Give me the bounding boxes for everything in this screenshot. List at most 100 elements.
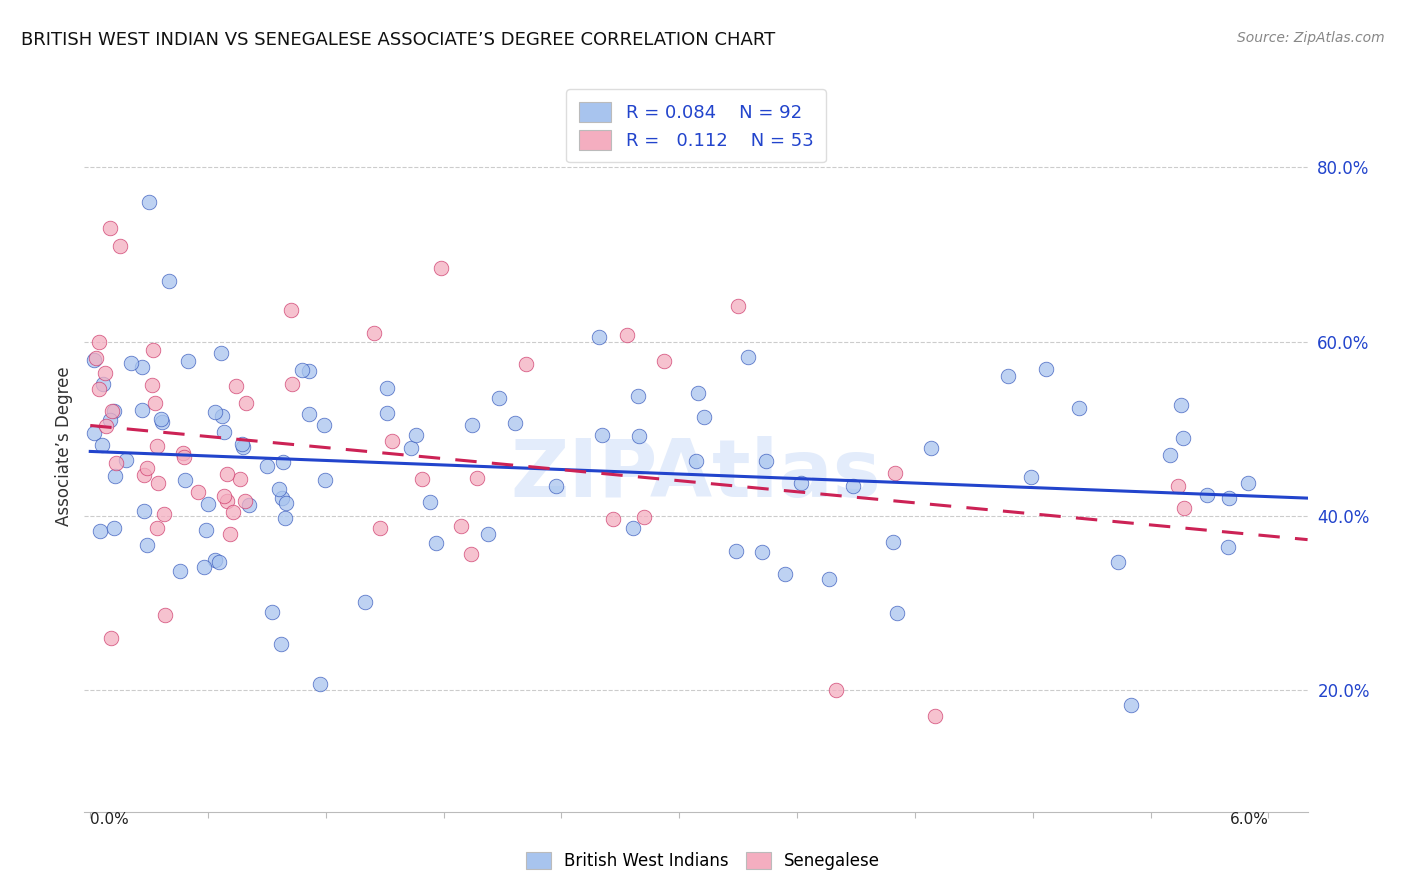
Point — [232, 441, 254, 455]
Point — [377, 406, 399, 420]
Point — [727, 299, 749, 313]
Point — [884, 466, 907, 480]
Point — [460, 547, 482, 561]
Point — [280, 302, 302, 317]
Point — [153, 507, 176, 521]
Point — [215, 494, 238, 508]
Point — [187, 485, 209, 500]
Point — [262, 605, 284, 619]
Point — [652, 354, 675, 368]
Legend: R = 0.084    N = 92, R =   0.112    N = 53: R = 0.084 N = 92, R = 0.112 N = 53 — [567, 89, 825, 162]
Point — [256, 459, 278, 474]
Point — [515, 357, 537, 371]
Point — [312, 417, 335, 432]
Point — [211, 409, 233, 424]
Text: ZIPAtlas: ZIPAtlas — [510, 436, 882, 515]
Point — [172, 446, 194, 460]
Point — [98, 412, 121, 426]
Point — [271, 455, 294, 469]
Point — [588, 330, 610, 344]
Point — [1218, 540, 1240, 554]
Point — [411, 472, 433, 486]
Point — [84, 351, 107, 365]
Point — [204, 405, 226, 419]
Point — [685, 453, 707, 467]
Text: 0.0%: 0.0% — [90, 812, 129, 827]
Point — [143, 395, 166, 409]
Point — [924, 709, 946, 723]
Point — [314, 473, 336, 487]
Point — [100, 631, 122, 645]
Point — [235, 494, 257, 508]
Point — [235, 396, 257, 410]
Point — [91, 376, 114, 391]
Point — [773, 566, 796, 581]
Point — [1170, 398, 1192, 412]
Point — [633, 509, 655, 524]
Point — [477, 527, 499, 541]
Point — [103, 403, 125, 417]
Point — [693, 409, 716, 424]
Point — [405, 427, 427, 442]
Point — [686, 386, 709, 401]
Point — [132, 504, 155, 518]
Text: Source: ZipAtlas.com: Source: ZipAtlas.com — [1237, 31, 1385, 45]
Point — [375, 381, 398, 395]
Point — [724, 544, 747, 558]
Point — [197, 497, 219, 511]
Point — [83, 352, 105, 367]
Point — [238, 498, 260, 512]
Point — [1167, 479, 1189, 493]
Point — [101, 404, 124, 418]
Point — [363, 326, 385, 340]
Point — [94, 419, 117, 434]
Point — [354, 595, 377, 609]
Point — [132, 467, 155, 482]
Point — [274, 511, 297, 525]
Point — [120, 356, 142, 370]
Point — [425, 536, 447, 550]
Point — [173, 473, 195, 487]
Point — [368, 521, 391, 535]
Point — [381, 434, 404, 448]
Point — [146, 439, 169, 453]
Point — [1195, 488, 1218, 502]
Text: BRITISH WEST INDIAN VS SENEGALESE ASSOCIATE’S DEGREE CORRELATION CHART: BRITISH WEST INDIAN VS SENEGALESE ASSOCI… — [21, 31, 775, 49]
Point — [108, 238, 131, 252]
Point — [818, 572, 841, 586]
Point — [212, 489, 235, 503]
Legend: British West Indians, Senegalese: British West Indians, Senegalese — [519, 845, 887, 877]
Point — [91, 438, 114, 452]
Point — [204, 553, 226, 567]
Point — [825, 682, 848, 697]
Point — [231, 437, 253, 451]
Point — [465, 471, 488, 485]
Point — [920, 441, 942, 455]
Point — [488, 391, 510, 405]
Point — [98, 221, 121, 235]
Text: 6.0%: 6.0% — [1229, 812, 1268, 827]
Point — [1119, 698, 1142, 712]
Point — [298, 408, 321, 422]
Point — [208, 555, 231, 569]
Point — [142, 343, 165, 358]
Point — [505, 416, 527, 430]
Point — [225, 379, 247, 393]
Point — [298, 364, 321, 378]
Point — [141, 378, 163, 392]
Point — [997, 369, 1019, 384]
Point — [103, 521, 125, 535]
Point — [271, 491, 294, 505]
Point — [841, 479, 863, 493]
Point — [105, 456, 128, 470]
Point — [621, 521, 644, 535]
Point — [148, 476, 170, 491]
Point — [399, 441, 422, 455]
Point — [115, 453, 138, 467]
Point — [1035, 362, 1057, 376]
Point — [177, 354, 200, 368]
Point — [628, 428, 651, 442]
Point — [173, 450, 195, 464]
Point — [429, 260, 451, 275]
Point — [450, 518, 472, 533]
